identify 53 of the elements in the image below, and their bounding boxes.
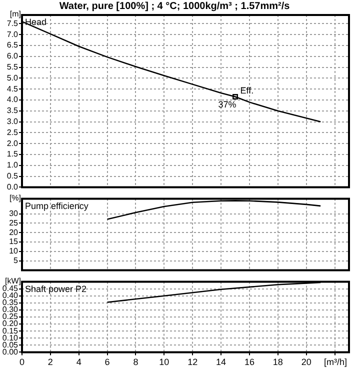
y-tick-label: 25 bbox=[9, 218, 19, 228]
y-tick-label: 7.5 bbox=[6, 18, 19, 28]
y-tick-label: 0.30 bbox=[2, 305, 19, 314]
y-tick-label: 0.5 bbox=[6, 172, 19, 181]
annotation: 37% bbox=[218, 100, 236, 110]
y-tick-label: 4.5 bbox=[6, 84, 19, 94]
x-tick-label: 16 bbox=[244, 357, 254, 368]
y-tick-label: 0.10 bbox=[2, 333, 19, 342]
y-tick-label: 0.0 bbox=[6, 182, 19, 192]
y-axis-title: [%] bbox=[9, 194, 21, 203]
x-tick-label: 2 bbox=[48, 357, 53, 368]
y-tick-label: 10 bbox=[9, 246, 19, 256]
x-tick-label: 18 bbox=[272, 357, 283, 368]
y-axis-title: [kW] bbox=[5, 276, 21, 286]
chart-title: Water, pure [100%] ; 4 °C; 1000kg/m³ ; 1.57mm²/s bbox=[59, 0, 290, 12]
y-tick-label: 0.00 bbox=[2, 347, 19, 356]
y-tick-label: 5.5 bbox=[6, 62, 19, 72]
x-tick-label: 6 bbox=[104, 357, 110, 368]
y-tick-label: 5 bbox=[14, 256, 19, 266]
annotation: Shaft power P2 bbox=[25, 284, 87, 294]
y-tick-label: 15 bbox=[9, 237, 19, 246]
y-tick-label: 0.35 bbox=[2, 298, 19, 308]
y-tick-label: 2.0 bbox=[6, 138, 19, 148]
y-tick-label: 6.0 bbox=[6, 52, 19, 61]
y-tick-label: 0.20 bbox=[2, 319, 19, 328]
y-tick-label: 2.5 bbox=[6, 128, 19, 137]
annotation: Pump efficiency bbox=[25, 200, 89, 211]
x-axis-title: [m³/h] bbox=[324, 357, 347, 368]
annotation: Eff. bbox=[240, 86, 254, 96]
y-tick-label: 0.40 bbox=[2, 291, 19, 300]
y-tick-label: 20 bbox=[9, 228, 19, 237]
y-tick-label: 6.5 bbox=[6, 40, 19, 50]
y-tick-label: 0.25 bbox=[2, 312, 19, 322]
y-tick-label: 4.0 bbox=[6, 95, 19, 104]
x-tick-label: 4 bbox=[76, 357, 82, 368]
y-tick-label: 3.5 bbox=[6, 106, 19, 116]
y-axis-title: [m] bbox=[10, 10, 21, 19]
y-tick-label: 7.0 bbox=[6, 30, 19, 39]
annotation: Head bbox=[25, 16, 47, 27]
y-tick-label: 30 bbox=[9, 209, 19, 218]
x-tick-label: 10 bbox=[159, 357, 170, 368]
y-tick-label: 1.5 bbox=[6, 150, 19, 159]
y-tick-label: 3.0 bbox=[6, 117, 19, 126]
y-tick-label: 0.05 bbox=[2, 340, 19, 350]
x-tick-label: 8 bbox=[133, 357, 138, 368]
y-tick-label: 5.0 bbox=[6, 73, 19, 82]
x-tick-label: 0 bbox=[19, 357, 25, 368]
y-tick-label: 0.15 bbox=[2, 326, 19, 336]
x-tick-label: 14 bbox=[216, 357, 226, 368]
x-tick-label: 12 bbox=[188, 357, 198, 368]
y-tick-label: 1.0 bbox=[6, 160, 19, 170]
y-tick-label: 0.45 bbox=[2, 284, 19, 294]
x-tick-label: 20 bbox=[301, 357, 312, 368]
